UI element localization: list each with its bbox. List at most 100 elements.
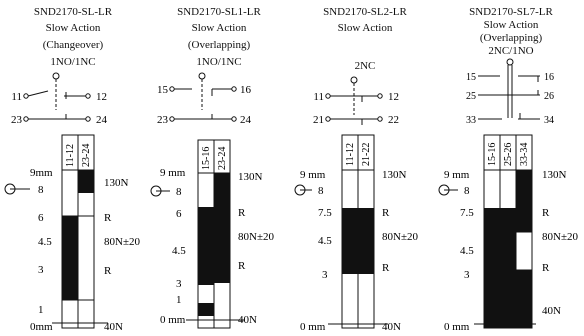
terminal-icon (377, 116, 383, 122)
force-label: R (382, 207, 390, 219)
force-label: R (104, 212, 112, 224)
terminal-label: 11 (313, 91, 324, 103)
force-label: 80N±20 (382, 231, 418, 243)
terminal-icon (169, 86, 175, 92)
force-label: 40N (382, 321, 401, 333)
column-label: 33-34 (519, 143, 530, 166)
open-gap (515, 231, 533, 271)
model-title: SND2170-SL1-LR (177, 6, 261, 18)
terminal-label: 23 (11, 114, 23, 126)
plunger-head-icon (52, 72, 60, 80)
terminal-label: 25 (466, 91, 476, 102)
column-label: 23-24 (81, 144, 92, 167)
panel-sl2: SND2170-SL2-LR Slow Action 2NC 11 12 21 … (292, 0, 438, 336)
travel-label: 0 mm (444, 321, 470, 333)
action-type: Slow Action (337, 22, 393, 34)
travel-label: 4.5 (460, 245, 474, 257)
terminal-label: 23 (157, 114, 169, 126)
contact-config: 2NC/1NO (488, 45, 534, 57)
force-label: 130N (104, 177, 129, 189)
panel-sl: SND2170-SL-LR Slow Action (Changeover) 1… (0, 0, 146, 336)
plunger-head-icon (350, 76, 358, 84)
travel-label: 9 mm (300, 169, 326, 181)
panel-sl7: SND2170-SL7-LR Slow Action (Overlapping)… (438, 0, 584, 336)
column-label: 15-16 (201, 147, 212, 170)
force-label: R (542, 262, 550, 274)
terminal-icon (85, 93, 91, 99)
contact-config: 1NO/1NC (50, 56, 96, 68)
travel-label: 3 (322, 269, 328, 281)
force-label: 130N (382, 169, 407, 181)
force-label: 40N (542, 305, 561, 317)
column-label: 11-12 (345, 143, 356, 166)
contact-blade (27, 90, 49, 97)
travel-label: 8 (176, 186, 182, 198)
terminal-label: 21 (313, 114, 324, 126)
closed-band (198, 207, 214, 285)
travel-label: 1 (176, 294, 182, 306)
force-label: 80N±20 (104, 236, 140, 248)
travel-label: 7.5 (318, 207, 332, 219)
closed-band (78, 170, 94, 193)
panel-drawing: 11 12 23 24 11-12 23-24 (4, 72, 140, 333)
travel-label: 9 mm (444, 169, 470, 181)
terminal-label: 12 (96, 91, 107, 103)
force-label: R (542, 207, 550, 219)
model-title: SND2170-SL7-LR (469, 6, 553, 18)
closed-band (342, 208, 374, 274)
travel-label: 6 (38, 212, 44, 224)
terminal-icon (325, 116, 331, 122)
column-label: 11-12 (65, 144, 76, 167)
action-type: Slow Action (483, 19, 539, 31)
travel-label: 8 (38, 184, 44, 196)
force-label: 80N±20 (542, 231, 578, 243)
terminal-icon (23, 93, 29, 99)
contact-mode: (Changeover) (42, 39, 104, 51)
travel-label: 6 (176, 208, 182, 220)
terminal-label: 34 (544, 115, 554, 126)
model-title: SND2170-SL2-LR (323, 6, 407, 18)
terminal-label: 22 (388, 114, 399, 126)
terminal-label: 16 (240, 84, 252, 96)
terminal-icon (377, 93, 383, 99)
force-label: R (104, 265, 112, 277)
travel-label: 1 (38, 304, 44, 316)
plunger-head-icon (506, 58, 514, 66)
travel-label: 8 (318, 185, 324, 197)
travel-label: 9mm (30, 167, 53, 179)
force-label: 130N (542, 169, 567, 181)
terminal-label: 12 (388, 91, 399, 103)
travel-label: 0 mm (300, 321, 326, 333)
terminal-label: 26 (544, 91, 554, 102)
plunger-head-icon (198, 72, 206, 80)
travel-label: 0mm (30, 321, 53, 333)
terminal-icon (231, 116, 237, 122)
force-label: R (382, 262, 390, 274)
force-label: 130N (238, 171, 263, 183)
closed-band (198, 303, 214, 316)
terminal-label: 11 (11, 91, 22, 103)
terminal-label: 24 (96, 114, 108, 126)
terminal-label: 16 (544, 72, 554, 83)
terminal-icon (325, 93, 331, 99)
force-label: 40N (104, 321, 123, 333)
panel-drawing: 15 16 25 26 33 34 15-16 25-26 33-34 (438, 58, 578, 333)
contact-config: 1NO/1NC (196, 56, 242, 68)
travel-label: 4.5 (318, 235, 332, 247)
contact-config: 2NC (354, 60, 376, 72)
action-type: Slow Action (191, 22, 247, 34)
terminal-label: 33 (466, 115, 476, 126)
column-label: 21-22 (361, 143, 372, 166)
travel-label: 4.5 (172, 245, 186, 257)
terminal-label: 15 (466, 72, 476, 83)
column-label: 15-16 (487, 143, 498, 166)
closed-band (214, 173, 230, 283)
contact-mode: (Overlapping) (479, 32, 543, 44)
panel-drawing: 11 12 21 22 11-12 21-22 9 mm 8 7.5 4.5 (294, 76, 418, 333)
panel-sl1: SND2170-SL1-LR Slow Action (Overlapping)… (146, 0, 292, 336)
terminal-icon (169, 116, 175, 122)
terminal-icon (85, 116, 91, 122)
terminal-label: 24 (240, 114, 252, 126)
force-label: 80N±20 (238, 231, 274, 243)
